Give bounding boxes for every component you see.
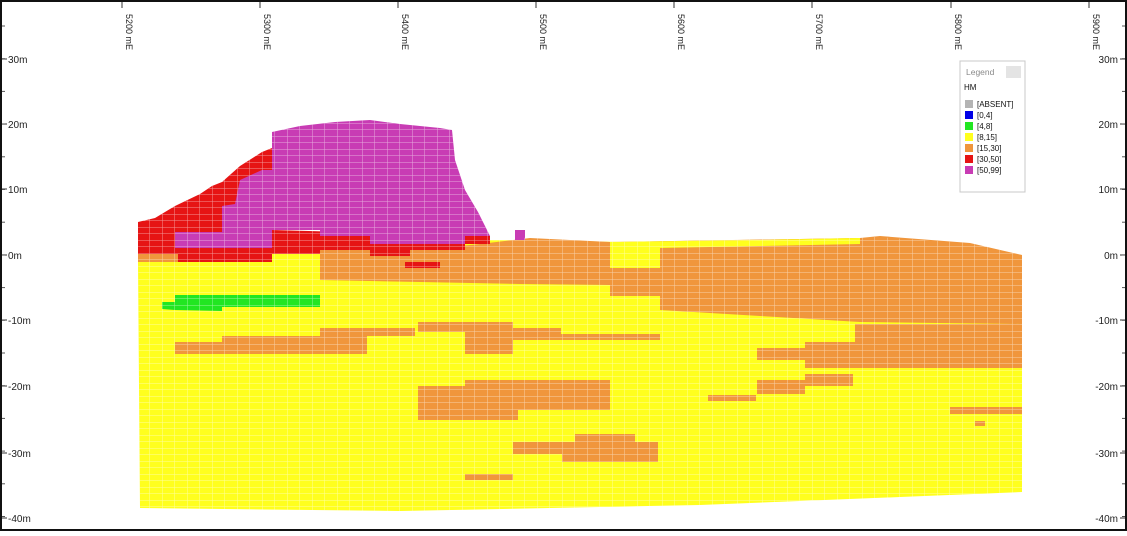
legend-variable: HM [964, 83, 977, 92]
elevation-label: 30m [1099, 55, 1118, 66]
legend-item-label: [15,30] [977, 144, 1001, 153]
elevation-label: -40m [8, 514, 31, 525]
elevation-label: 10m [8, 185, 27, 196]
easting-label: 5200 mE [124, 14, 134, 50]
legend-item-label: [30,50] [977, 155, 1001, 164]
legend-swatch [965, 144, 973, 152]
elevation-label: 0m [1104, 251, 1118, 262]
axis-ticks [2, 2, 1125, 519]
elevation-label: 20m [1099, 120, 1118, 131]
easting-labels: 5200 mE 5300 mE 5400 mE 5500 mE 5600 mE 5700 … [124, 14, 1101, 50]
legend-item-label: [4,8] [977, 122, 993, 131]
elevation-label: -30m [1095, 449, 1118, 460]
legend-item-label: [ABSENT] [977, 100, 1013, 109]
legend-title: Legend [966, 67, 995, 77]
easting-label: 5800 mE [953, 14, 963, 50]
elevation-label: -10m [1095, 316, 1118, 327]
elevation-label: 10m [1099, 185, 1118, 196]
legend-swatch [965, 133, 973, 141]
legend-collapse-icon[interactable] [1006, 66, 1021, 78]
easting-label: 5500 mE [538, 14, 548, 50]
elevation-labels-right: 30m 20m 10m 0m -10m -20m -30m -40m [1095, 55, 1118, 525]
easting-label: 5400 mE [400, 14, 410, 50]
easting-label: 5900 mE [1091, 14, 1101, 50]
legend-swatch [965, 155, 973, 163]
legend-swatch [965, 111, 973, 119]
elevation-label: -30m [8, 449, 31, 460]
elevation-label: -10m [8, 316, 31, 327]
block-model [138, 120, 1022, 511]
elevation-label: -20m [1095, 382, 1118, 393]
elevation-label: 0m [8, 251, 22, 262]
elevation-label: 30m [8, 55, 27, 66]
easting-label: 5300 mE [262, 14, 272, 50]
elevation-label: -20m [8, 382, 31, 393]
legend-item-label: [8,15] [977, 133, 997, 142]
legend-items: [ABSENT] [0,4] [4,8] [8,15] [15,30] [30,50] [5… [965, 100, 1013, 175]
legend-item-label: [50,99] [977, 166, 1001, 175]
legend-panel[interactable]: Legend HM [ABSENT] [0,4] [4,8] [8,15] [15,30… [959, 60, 1026, 193]
legend-item-label: [0,4] [977, 111, 993, 120]
elevation-label: 20m [8, 120, 27, 131]
legend-swatch [965, 100, 973, 108]
legend-swatch [965, 122, 973, 130]
block-grid [138, 120, 1022, 511]
easting-label: 5600 mE [676, 14, 686, 50]
easting-label: 5700 mE [814, 14, 824, 50]
elevation-labels-left: 30m 20m 10m 0m -10m -20m -30m -40m [8, 55, 31, 525]
legend-swatch [965, 166, 973, 174]
zone-50-99 [515, 230, 525, 240]
elevation-label: -40m [1095, 514, 1118, 525]
